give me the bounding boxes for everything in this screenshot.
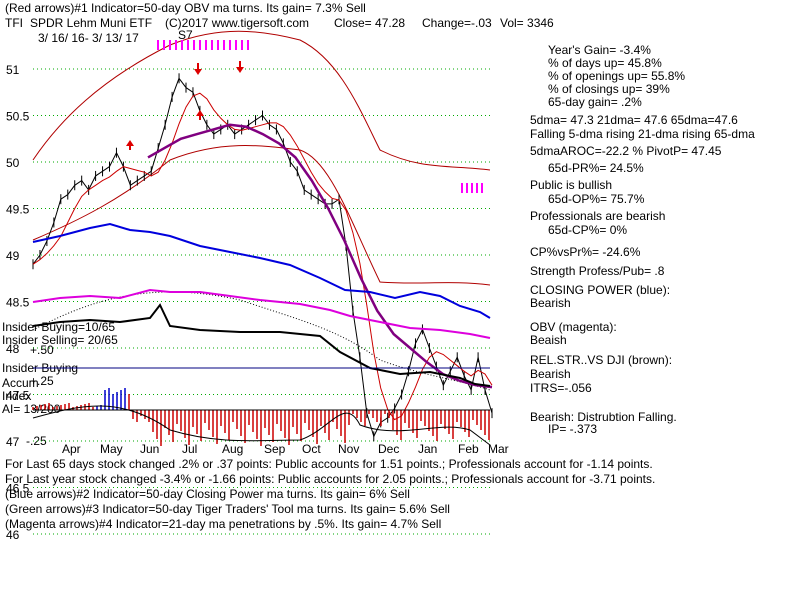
- plus-50-label: +.50: [30, 343, 54, 357]
- plus-25-label: +.25: [30, 374, 54, 388]
- insider-buying-label: Insider Buying=10/65: [2, 320, 116, 334]
- x-tick-label: Jul: [182, 442, 197, 456]
- y-tick-label: 48.5: [6, 296, 30, 310]
- copyright: (C)2017 www.tigersoft.com: [165, 16, 310, 30]
- x-tick-label: Feb: [458, 442, 479, 456]
- footer-line: For Last year stock changed -3.4% or -1.…: [5, 472, 656, 486]
- x-tick-label: Jun: [140, 442, 159, 456]
- stat-line: % of openings up= 55.8%: [548, 69, 686, 83]
- stat-line: Bearish: [530, 367, 571, 381]
- stat-line: Year's Gain= -3.4%: [548, 43, 651, 57]
- stat-line: Strength Profess/Pub= .8: [530, 264, 665, 278]
- lower-band: [32, 145, 491, 286]
- x-tick-label: Jan: [418, 442, 437, 456]
- stat-line: Bearish: [530, 296, 571, 310]
- stat-line: 65d-OP%= 75.7%: [548, 192, 645, 206]
- stat-line: Professionals are bearish: [530, 209, 666, 223]
- close-value: Close= 47.28: [334, 16, 406, 30]
- y-tick-label: 47: [6, 435, 20, 449]
- y-tick-label: 50.5: [6, 110, 30, 124]
- stat-line: 65d-CP%= 0%: [548, 223, 628, 237]
- minus-25-label: -.25: [26, 434, 47, 448]
- stat-line: CLOSING POWER (blue):: [530, 283, 671, 297]
- y-tick-label: 51: [6, 63, 20, 77]
- price-line: [32, 77, 493, 438]
- index-label: Index: [2, 389, 32, 403]
- x-tick-label: Nov: [338, 442, 359, 456]
- stat-line: 5dmaAROC=-22.2 % PivotP= 47.45: [530, 144, 722, 158]
- red-arrow-icon: [236, 67, 244, 73]
- x-tick-label: Aug: [222, 442, 243, 456]
- stat-line: % of closings up= 39%: [548, 82, 670, 96]
- stat-line: OBV (magenta):: [530, 320, 617, 334]
- stat-line: IP= -.373: [548, 422, 598, 436]
- ma21-line: [32, 92, 493, 421]
- stat-line: Beaish: [530, 333, 567, 347]
- stat-line: CP%vsPr%= -24.6%: [530, 245, 641, 259]
- x-tick-label: May: [100, 442, 123, 456]
- volume-value: Vol= 3346: [500, 16, 554, 30]
- footer-line: (Magenta arrows)#4 Indicator=21-day ma p…: [5, 517, 442, 531]
- stat-line: Bearish: Distrubtion Falling.: [530, 410, 677, 424]
- upper-band: [32, 30, 491, 171]
- symbol: TFI: [5, 16, 23, 30]
- stat-line: 65-day gain= .2%: [548, 95, 642, 109]
- ma65-line: [147, 123, 493, 389]
- insider-buying-2-label: Insider Buying: [2, 361, 79, 375]
- y-tick-label: 50: [6, 156, 20, 170]
- x-tick-label: Apr: [62, 442, 81, 456]
- stat-line: ITRS=-.056: [530, 381, 592, 395]
- stat-line: % of days up= 45.8%: [548, 56, 662, 70]
- x-tick-label: Mar: [488, 442, 509, 456]
- x-tick-label: Dec: [378, 442, 399, 456]
- footer-line: (Green arrows)#3 Indicator=50-day Tiger …: [5, 502, 450, 516]
- ai-label: AI= 13/200: [2, 402, 61, 416]
- x-tick-label: Sep: [264, 442, 286, 456]
- y-tick-label: 49: [6, 249, 20, 263]
- stat-line: 65d-PR%= 24.5%: [548, 161, 644, 175]
- red-arrow-icon: [126, 140, 134, 146]
- insider-selling-label: Insider Selling= 20/65: [2, 333, 118, 347]
- accum-label: Accum: [2, 376, 39, 390]
- closing-power-line: [32, 222, 491, 319]
- stat-line: Public is bullish: [530, 178, 613, 192]
- footer-line: (Blue arrows)#2 Indicator=50-day Closing…: [5, 487, 410, 501]
- footer-line: For Last 65 days stock changed .2% or .3…: [5, 457, 653, 471]
- accum-ma-line: [32, 405, 491, 446]
- y-tick-label: 49.5: [6, 203, 30, 217]
- s7-label: S7: [178, 28, 193, 42]
- stat-line: REL.STR..VS DJI (brown):: [530, 353, 673, 367]
- security-name: SPDR Lehm Muni ETF: [30, 16, 153, 30]
- x-tick-label: Oct: [302, 442, 321, 456]
- stat-line: Falling 5-dma rising 21-dma rising 65-dm…: [530, 127, 755, 141]
- date-range: 3/ 16/ 16- 3/ 13/ 17: [38, 31, 139, 45]
- stat-line: 5dma= 47.3 21dma= 47.6 65dma=47.6: [530, 113, 738, 127]
- red-arrow-icon: [194, 69, 202, 75]
- red-arrow-icon: [196, 110, 204, 116]
- indicator-1-line: (Red arrows)#1 Indicator=50-day OBV ma t…: [5, 1, 366, 15]
- change-value: Change=-.03: [422, 16, 492, 30]
